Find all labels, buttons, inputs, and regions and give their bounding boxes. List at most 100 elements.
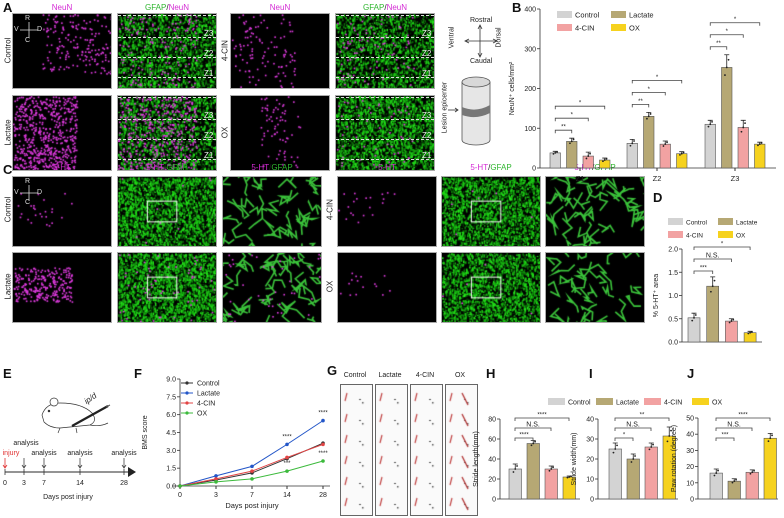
title-part: /	[166, 3, 169, 12]
error-bar	[612, 442, 618, 449]
y-tick-label: 6.0	[166, 412, 176, 419]
data-point	[693, 316, 695, 319]
title-part: 5-HT	[378, 163, 396, 172]
significance-label: *	[623, 433, 626, 439]
zone-label: Z1	[422, 151, 432, 160]
y-tick-label: 0	[532, 166, 536, 173]
x-tick-label: Z3	[731, 174, 740, 183]
col-title: NeuN	[230, 3, 330, 12]
orientation-ventral: V	[14, 189, 19, 196]
data-point	[735, 478, 737, 481]
injury-label: injury	[3, 450, 20, 457]
data-point	[516, 465, 518, 467]
spinal-cord-diagram	[448, 24, 498, 146]
data-point	[556, 151, 558, 153]
panel-label-i: I	[589, 366, 593, 381]
x-tick-label: 28	[319, 492, 327, 499]
significance-label: *	[721, 242, 724, 248]
legend-label: 4-CIN	[575, 24, 595, 33]
data-point	[668, 435, 671, 437]
bar	[608, 448, 622, 500]
data-point	[603, 159, 606, 161]
legend-swatch	[557, 11, 572, 18]
orientation-cross-icon	[20, 185, 38, 201]
data-point	[694, 314, 697, 316]
data-point	[707, 125, 710, 128]
y-axis-label: % 5-HT⁺ area	[653, 274, 660, 317]
y-tick-label: 0	[590, 497, 594, 504]
legend-label: OX	[629, 24, 640, 33]
zone-boundary	[118, 119, 216, 120]
bar	[721, 67, 733, 169]
zone-label: Z1	[204, 151, 214, 160]
legend-label: Lactate	[197, 391, 220, 398]
data-point	[512, 471, 515, 473]
x-axis-label: Days post injury	[225, 501, 279, 510]
title-part: GFAP	[362, 3, 385, 12]
significance-bracket	[709, 34, 744, 38]
data-point	[760, 142, 763, 144]
bar	[566, 141, 578, 169]
data-point	[711, 120, 713, 123]
y-tick-label: 400	[524, 7, 536, 14]
bar	[659, 143, 671, 169]
series-point	[214, 480, 218, 484]
data-point	[569, 142, 571, 145]
footprint-label: Control	[343, 372, 367, 379]
data-point	[771, 434, 773, 437]
y-tick-label: 30	[586, 437, 594, 444]
y-tick-label: 300	[524, 46, 536, 53]
y-tick-label: 1.0	[668, 293, 678, 300]
timeline-day: 7	[42, 480, 46, 487]
significance-label: ****	[318, 411, 328, 417]
timeline-day: 28	[120, 480, 128, 487]
footprint-track	[340, 384, 373, 516]
bar	[745, 471, 759, 500]
micrograph-merge-lactate	[117, 252, 217, 323]
series-point	[285, 469, 289, 473]
orientation-rostral: R	[25, 15, 31, 22]
title-part: GFAP	[166, 163, 188, 172]
data-point	[664, 143, 667, 146]
timeline-day: 14	[76, 480, 84, 487]
micrograph-merge-control	[117, 13, 217, 89]
significance-bracket	[614, 437, 634, 441]
zone-boundary	[336, 97, 434, 98]
data-point	[629, 144, 632, 147]
micrograph-5ht-lactate	[12, 252, 112, 323]
y-tick-label: 200	[524, 86, 536, 93]
col-title: NeuN	[12, 3, 112, 12]
timeline-day: 3	[22, 480, 26, 487]
col-title: GFAP/NeuN	[117, 3, 217, 12]
title-part: NeuN	[51, 3, 73, 12]
y-tick-label: 40	[686, 432, 694, 439]
panel-e-timeline: 0 injury 3 analysis 7 analysis 14 analysis 28 ana…	[3, 397, 137, 501]
data-point	[679, 153, 681, 156]
series-point	[285, 455, 289, 460]
orientation-rostral: R	[25, 178, 31, 185]
col-title: 5-HT/GFAP	[117, 164, 217, 172]
data-point	[767, 440, 770, 443]
series-point	[285, 442, 289, 447]
bar	[676, 153, 688, 169]
panel-label-j: J	[687, 366, 695, 381]
y-tick-label: 0.5	[668, 316, 678, 323]
x-tick-label: 0	[178, 492, 182, 499]
data-point	[732, 318, 735, 321]
micrograph-merge-lactate	[117, 95, 217, 171]
panel-label-e: E	[3, 366, 12, 381]
y-tick-label: 1.5	[668, 270, 678, 277]
micrograph-merge-ox	[441, 252, 541, 323]
bar	[626, 143, 638, 169]
zone-label: Z1	[204, 69, 214, 78]
data-point	[646, 117, 648, 120]
significance-bracket	[715, 437, 735, 441]
legend-label: 4-CIN	[197, 401, 215, 408]
bar	[508, 468, 522, 500]
legend-marker	[185, 401, 189, 405]
data-point	[758, 143, 761, 146]
series-point	[250, 464, 254, 469]
zone-label: Z2	[204, 49, 214, 58]
legend-marker	[185, 391, 189, 395]
